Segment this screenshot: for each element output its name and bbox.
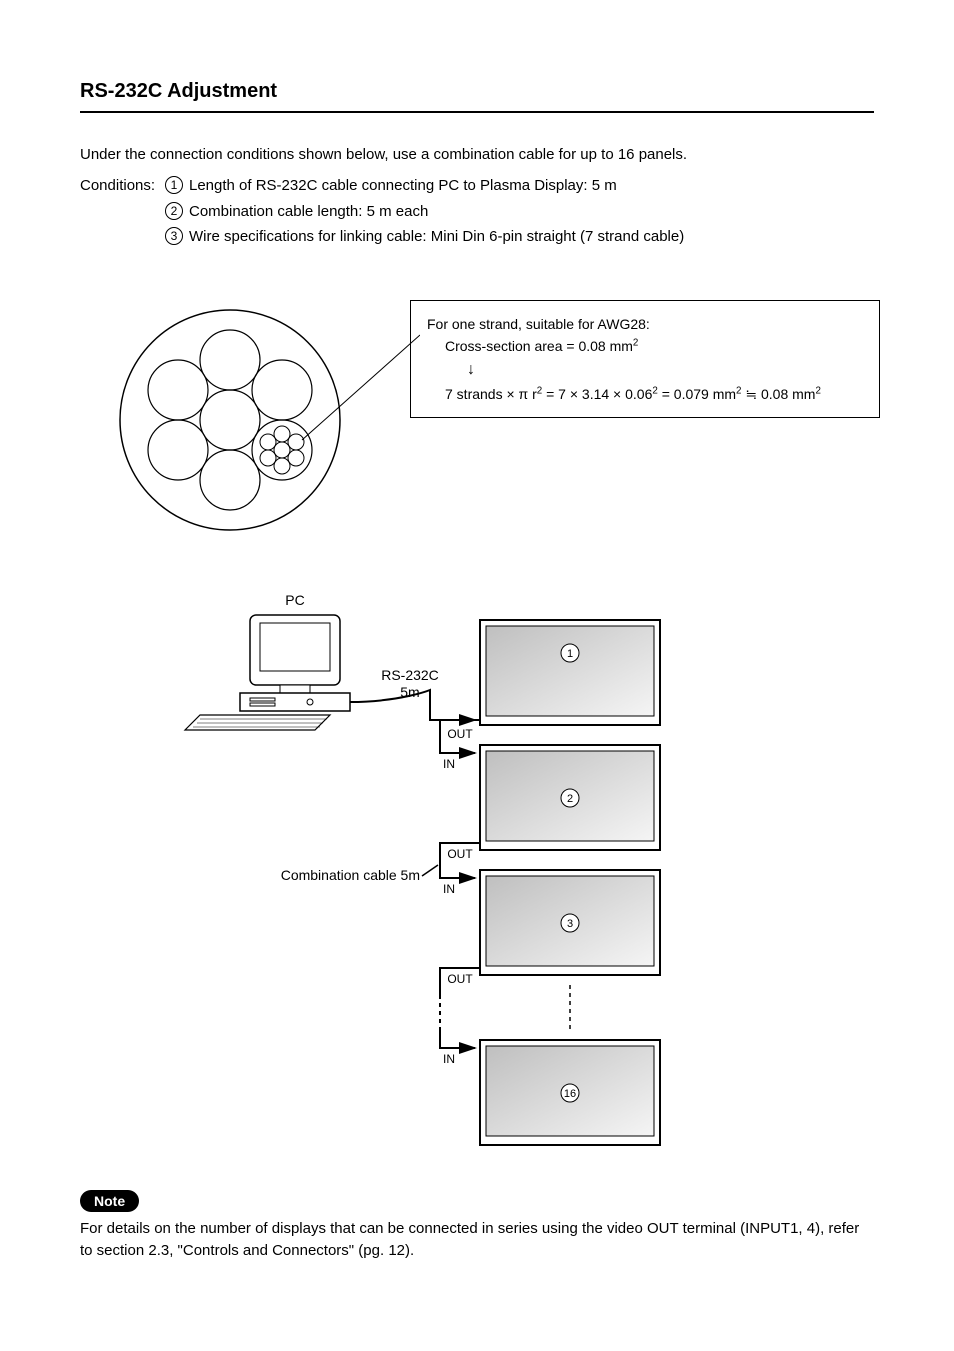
in-label: IN [443, 882, 455, 896]
info-line3-mid3: ≒ 0.08 mm [741, 386, 815, 402]
connection-svg: PC Plasma Display [80, 590, 874, 1170]
combo-cable-label: Combination cable 5m [281, 867, 420, 883]
condition-item: 2 Combination cable length: 5 m each [165, 199, 684, 225]
condition-item: 3 Wire specifications for linking cable:… [165, 224, 684, 250]
circled-number-1: 1 [165, 176, 183, 194]
condition-text: Wire specifications for linking cable: M… [189, 224, 684, 250]
circled-number-2: 2 [165, 202, 183, 220]
out-label: OUT [447, 847, 473, 861]
panel-number-16: 16 [564, 1088, 576, 1100]
info-line2: Cross-section area = 0.08 mm2 [427, 335, 863, 357]
cable-diagram-area: For one strand, suitable for AWG28: Cros… [80, 300, 874, 560]
panel-number-1: 1 [567, 648, 573, 660]
in-label: IN [443, 757, 455, 771]
intro-text: Under the connection conditions shown be… [80, 143, 874, 167]
conditions-block: Conditions: 1 Length of RS-232C cable co… [80, 173, 874, 250]
panel-number-2: 2 [567, 793, 573, 805]
down-arrow-icon: ↓ [427, 357, 863, 383]
panel-number-3: 3 [567, 918, 573, 930]
pc-icon: PC [185, 592, 350, 730]
info-line3-pre: 7 strands × π r [445, 386, 537, 402]
info-line3-mid2: = 0.079 mm [658, 386, 736, 402]
in-label: IN [443, 1052, 455, 1066]
info-line3: 7 strands × π r2 = 7 × 3.14 × 0.062 = 0.… [427, 383, 863, 405]
condition-text: Length of RS-232C cable connecting PC to… [189, 173, 617, 199]
page-title: RS-232C Adjustment [80, 80, 874, 103]
info-line1: For one strand, suitable for AWG28: [427, 313, 863, 335]
connection-diagram: PC Plasma Display [80, 590, 874, 1170]
plasma-panel-1: Plasma Display 1 [480, 620, 660, 725]
cable-cross-section-icon [110, 300, 420, 550]
condition-text: Combination cable length: 5 m each [189, 199, 428, 225]
info-line3-mid: = 7 × 3.14 × 0.06 [542, 386, 652, 402]
conditions-label: Conditions: [80, 173, 165, 250]
info-line2-text: Cross-section area = 0.08 mm [445, 338, 633, 354]
plasma-panel-2: 2 [480, 745, 660, 850]
title-rule [80, 111, 874, 113]
out-label: OUT [447, 727, 473, 741]
rs232-label: RS-232C [381, 667, 439, 683]
strand-info-box: For one strand, suitable for AWG28: Cros… [410, 300, 880, 419]
condition-item: 1 Length of RS-232C cable connecting PC … [165, 173, 684, 199]
out-label: OUT [447, 972, 473, 986]
superscript: 2 [815, 385, 820, 396]
note-text: For details on the number of displays th… [80, 1218, 874, 1263]
pc-label: PC [285, 592, 304, 608]
plasma-panel-16: 16 [480, 1040, 660, 1145]
note-badge: Note [80, 1190, 139, 1212]
superscript: 2 [633, 337, 638, 348]
plasma-panel-3: 3 [480, 870, 660, 975]
circled-number-3: 3 [165, 227, 183, 245]
